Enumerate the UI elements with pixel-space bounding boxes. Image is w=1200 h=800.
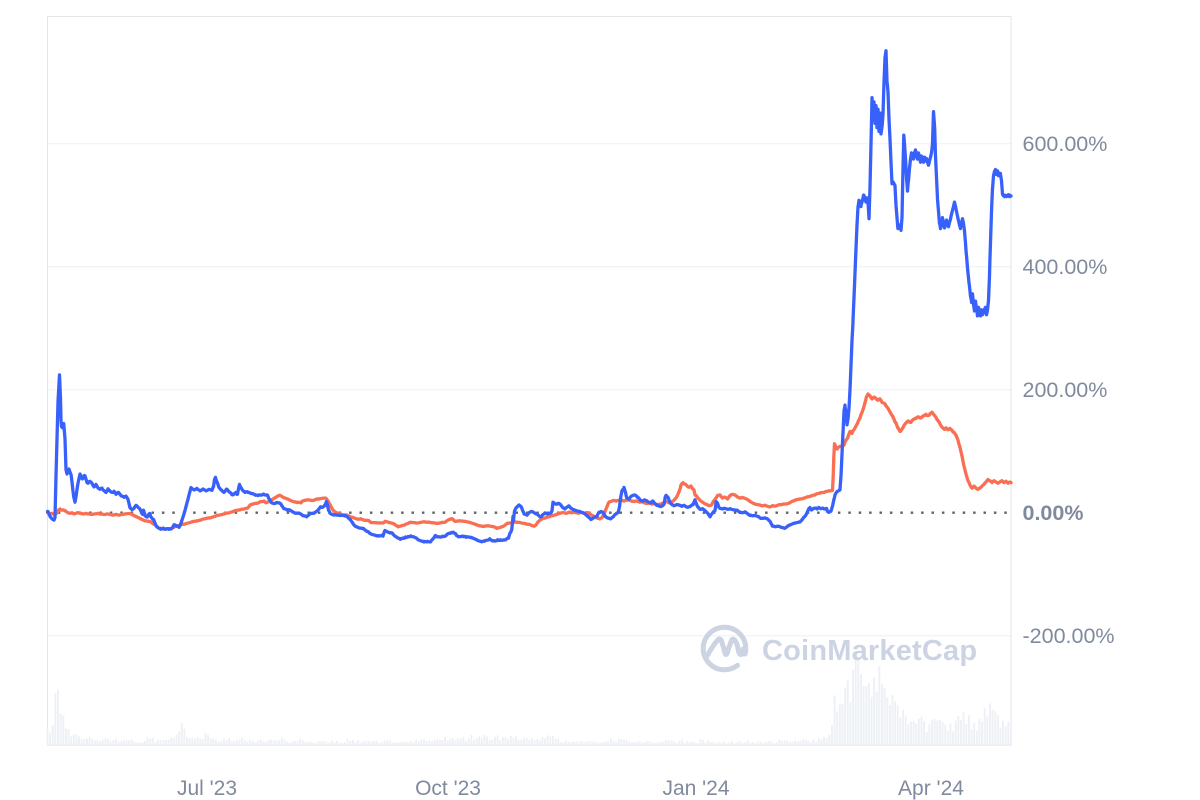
svg-text:Jul '23: Jul '23 (177, 777, 237, 800)
svg-text:0.00%: 0.00% (1023, 501, 1084, 525)
svg-text:-200.00%: -200.00% (1023, 624, 1115, 648)
svg-text:CoinMarketCap: CoinMarketCap (762, 635, 977, 667)
svg-text:400.00%: 400.00% (1023, 255, 1108, 279)
svg-text:Jan '24: Jan '24 (662, 777, 729, 800)
svg-text:200.00%: 200.00% (1023, 378, 1108, 402)
svg-text:Apr '24: Apr '24 (898, 777, 964, 800)
svg-text:600.00%: 600.00% (1023, 132, 1108, 156)
svg-text:Oct '23: Oct '23 (415, 777, 481, 800)
